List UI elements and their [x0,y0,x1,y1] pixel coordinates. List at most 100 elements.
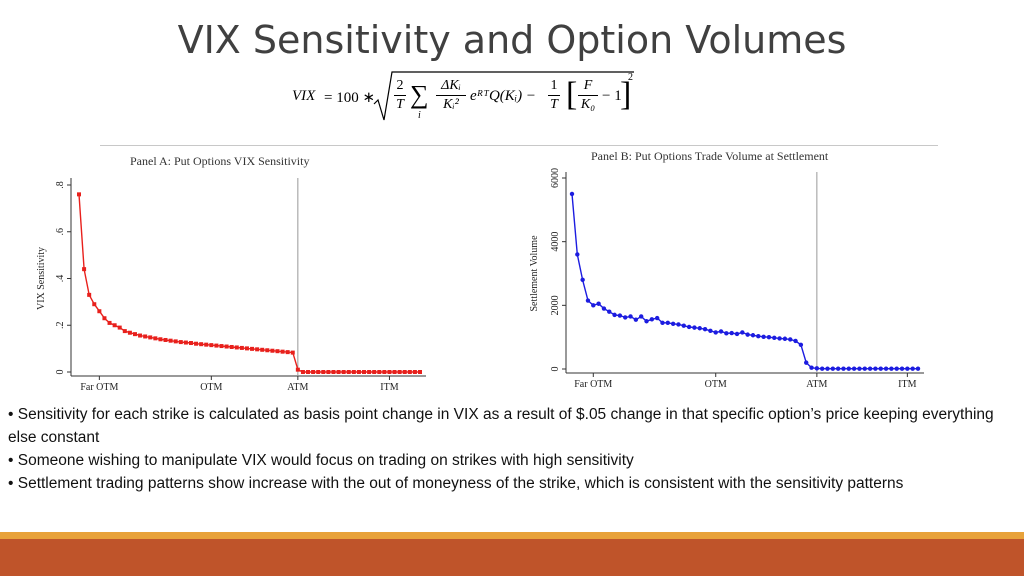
series-line [78,194,420,373]
data-point [219,344,224,349]
data-point [830,366,836,371]
data-point [392,370,397,374]
data-point [183,340,188,345]
x-tick-label: Far OTM [574,379,612,390]
data-point [372,370,377,374]
footer-band [0,539,1024,576]
data-point [756,334,761,339]
data-point [729,330,734,336]
formula-radical [373,71,634,121]
data-point [97,309,102,314]
formula-frac-3: 1 T [548,78,560,113]
data-point [670,321,676,326]
data-point [270,348,275,353]
x-tick-label: ITM [380,382,398,393]
data-point [809,365,814,370]
data-point [665,320,671,326]
data-point [290,350,295,355]
data-point [692,325,697,330]
formula-sum: ∑ [410,80,429,109]
data-point [295,367,300,372]
data-point [199,342,204,347]
data-point [899,366,905,371]
data-point [835,366,841,371]
data-point [639,314,644,319]
y-tick-label: .4 [55,275,66,283]
data-point [654,315,660,321]
data-point [814,366,820,371]
data-point [112,323,117,328]
formula-frac-4: F K₀ [578,78,598,113]
data-point [122,329,127,334]
data-point [188,341,193,346]
data-point [367,370,372,374]
y-tick-label: 4000 [550,232,561,252]
data-point [601,306,607,311]
data-point [713,330,718,335]
formula-term: eᴿᵀQ(Kᵢ) − [470,88,537,104]
data-point [244,346,249,351]
data-point [772,335,777,341]
data-point [766,334,772,340]
data-point [397,370,402,374]
slide-title: VIX Sensitivity and Option Volumes [177,18,847,62]
data-point [153,336,158,341]
y-tick-label: .8 [55,181,66,189]
data-point [255,347,260,352]
data-point [889,366,894,371]
x-tick-label: ITM [898,379,916,390]
formula-tail: − 1 [602,88,622,104]
data-point [260,347,265,352]
data-point [77,192,81,197]
data-point [418,370,422,374]
data-point [841,366,846,371]
y-tick-label: 6000 [550,168,561,188]
data-point [846,366,851,371]
data-point [311,370,316,374]
bullet-item: • Settlement trading patterns show incre… [8,475,904,492]
data-point [628,314,633,319]
data-point [623,315,628,320]
data-point [686,324,692,330]
x-tick-label: ATM [287,382,308,393]
data-point [681,323,686,328]
data-point [326,370,331,374]
data-point [239,345,244,350]
x-tick-label: Far OTM [80,382,118,393]
data-point [132,332,137,337]
footer-accent-band [0,532,1024,539]
data-point [585,298,591,303]
data-point [382,370,387,374]
data-point [819,366,825,371]
x-tick-label: ATM [806,379,827,390]
data-point [82,267,87,272]
data-point [158,337,163,342]
data-point [178,340,183,345]
data-point [905,366,910,371]
data-point [387,370,392,374]
data-point [234,345,239,350]
formula-eq: = 100 ∗ [324,90,376,106]
bullet-item: • Sensitivity for each strike is calcula… [8,406,994,446]
data-point [894,366,899,371]
data-point [867,366,873,371]
data-point [194,341,199,346]
data-point [825,366,830,371]
data-point [734,331,740,337]
data-point [878,366,883,371]
section-divider [100,145,938,146]
data-point [782,336,788,341]
data-point [280,349,285,354]
data-point [168,338,173,343]
data-point [316,370,321,374]
data-point [224,344,229,349]
data-point [649,317,655,322]
data-point [204,342,209,347]
data-point [148,335,153,340]
data-point [209,343,214,348]
data-point [750,333,756,338]
data-point [117,325,122,330]
data-point [138,333,143,338]
data-point [718,329,724,334]
data-point [306,370,311,374]
